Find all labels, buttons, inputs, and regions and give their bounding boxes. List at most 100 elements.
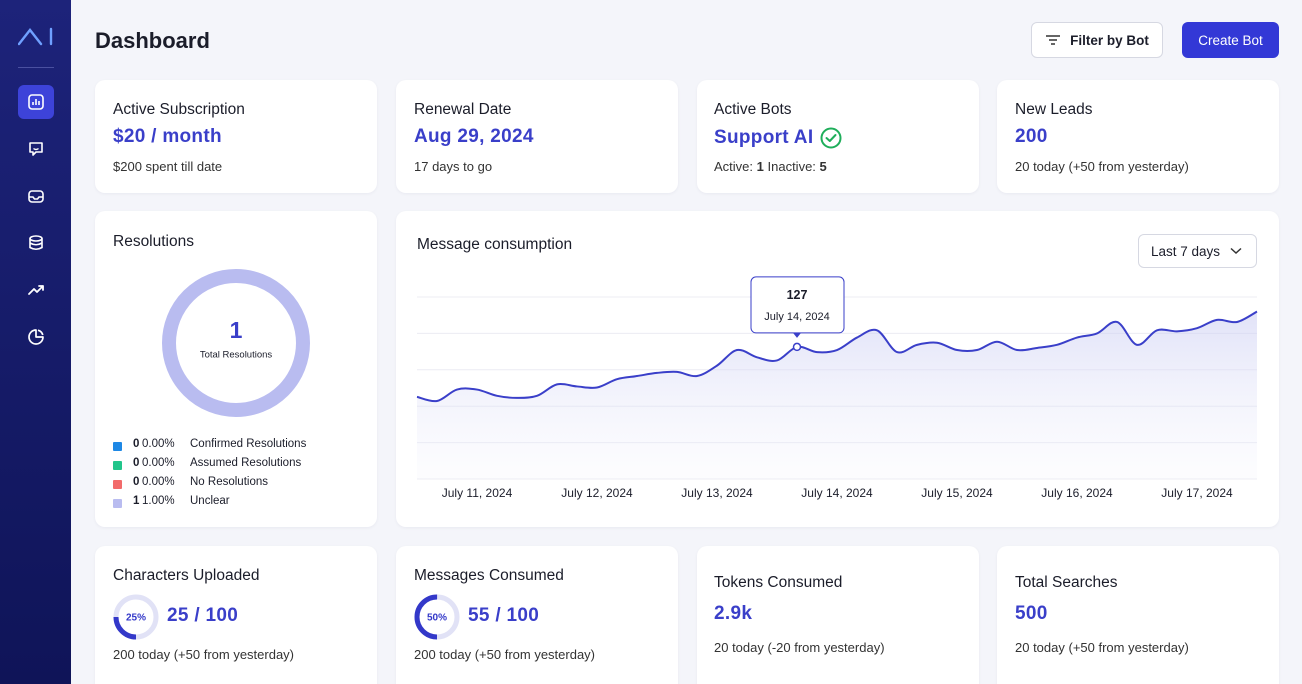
x-tick-label: July 13, 2024	[681, 486, 753, 500]
total-label: Total Resolutions	[200, 350, 273, 361]
legend-label: No Resolutions	[190, 476, 268, 488]
create-button[interactable]: Create Bot	[1182, 22, 1279, 58]
filter-button[interactable]: Filter by Bot	[1031, 22, 1163, 58]
card-characters: Characters Uploaded 25% 25 / 100 200 tod…	[95, 546, 377, 684]
legend-count: 0	[133, 457, 140, 469]
x-tick-label: July 17, 2024	[1161, 486, 1233, 500]
card-note: 17 days to go	[414, 159, 493, 174]
resolutions-ring: 1 Total Resolutions	[162, 269, 310, 417]
card-value: Support AI	[714, 127, 814, 148]
card-bots: Active Bots Support AI Active: 1 Inactiv…	[697, 80, 979, 193]
card-note: 200 today (+50 from yesterday)	[113, 647, 295, 662]
card-chart: Message consumption Last 7 days July 11,…	[396, 211, 1279, 527]
card-searches: Total Searches 500 20 today (+50 from ye…	[997, 546, 1279, 684]
card-label: Tokens Consumed	[714, 574, 843, 591]
card-note: $200 spent till date	[113, 159, 223, 174]
legend-count: 0	[133, 476, 140, 488]
inactive-count: 5	[819, 159, 827, 174]
card-label: Characters Uploaded	[113, 567, 260, 584]
card-label: Active Subscription	[113, 101, 245, 118]
tooltip-marker	[792, 342, 802, 352]
progress-ring: 25%	[113, 594, 159, 640]
card-value: $20 / month	[113, 126, 222, 147]
line-chart: July 11, 2024 July 12, 2024 July 13, 2024 J…	[416, 276, 1258, 500]
filter-button-label: Filter by Bot	[1070, 32, 1149, 48]
nav-inbox[interactable]	[18, 179, 54, 213]
legend-swatch	[113, 499, 122, 508]
ring-progress	[414, 594, 460, 640]
chart-title: Message consumption	[417, 236, 573, 253]
legend-percent: 1.00%	[142, 495, 175, 507]
bot-name-row: Support AI	[714, 126, 843, 150]
create-button-label: Create Bot	[1198, 32, 1263, 48]
active-count: 1	[756, 159, 764, 174]
legend-count: 0	[133, 438, 140, 450]
range-label: Last 7 days	[1151, 243, 1221, 259]
card-value: Aug 29, 2024	[414, 126, 534, 147]
nav-chat[interactable]	[18, 132, 54, 166]
area	[417, 311, 1257, 479]
logo	[18, 27, 53, 46]
legend-percent: 0.00%	[142, 476, 175, 488]
page-title: Dashboard	[95, 28, 210, 53]
active-label: Active:	[714, 159, 754, 174]
nav-dashboard[interactable]	[18, 85, 54, 119]
card-value: 55 / 100	[468, 605, 540, 626]
legend-label: Assumed Resolutions	[190, 457, 302, 469]
card-value: 2.9k	[714, 603, 753, 624]
legend-percent: 0.00%	[142, 438, 175, 450]
card-value: 500	[1015, 603, 1048, 624]
bot-status: Active: 1 Inactive: 5	[714, 159, 827, 174]
card-renewal: Renewal Date Aug 29, 2024 17 days to go	[396, 80, 678, 193]
card-note: 200 today (+50 from yesterday)	[414, 647, 596, 662]
card-subscription: Active Subscription $20 / month $200 spe…	[95, 80, 377, 193]
card-note: 20 today (+50 from yesterday)	[1015, 159, 1189, 174]
legend-swatch	[113, 442, 122, 451]
legend-count: 1	[133, 495, 140, 507]
total-value: 1	[230, 317, 243, 343]
card-label: Active Bots	[714, 101, 792, 118]
progress-ring: 50%	[414, 594, 460, 640]
x-tick-label: July 12, 2024	[561, 486, 633, 500]
card-note: 20 today (-20 from yesterday)	[714, 640, 885, 655]
card-leads: New Leads 200 20 today (+50 from yesterd…	[997, 80, 1279, 193]
legend-percent: 0.00%	[142, 457, 175, 469]
legend-swatch	[113, 480, 122, 489]
card-note: 20 today (+50 from yesterday)	[1015, 640, 1189, 655]
x-tick-label: July 15, 2024	[921, 486, 993, 500]
card-value: 200	[1015, 126, 1048, 147]
divider	[18, 67, 54, 68]
tooltip-value: 127	[787, 288, 808, 302]
x-tick-label: July 14, 2024	[801, 486, 873, 500]
x-tick-label: July 11, 2024	[442, 486, 513, 500]
ring-progress	[113, 594, 159, 640]
tooltip-box	[750, 276, 845, 334]
legend-label: Confirmed Resolutions	[190, 438, 307, 450]
range-dropdown[interactable]: Last 7 days	[1138, 234, 1257, 268]
card-label: Messages Consumed	[414, 567, 564, 584]
legend-label: Unclear	[190, 495, 230, 507]
nav-database[interactable]	[18, 226, 54, 260]
card-label: New Leads	[1015, 101, 1093, 118]
resolutions-title: Resolutions	[113, 233, 194, 250]
x-tick-label: July 16, 2024	[1041, 486, 1113, 500]
tooltip-pointer	[793, 332, 801, 338]
sidebar	[0, 0, 71, 684]
card-label: Renewal Date	[414, 101, 512, 118]
ring-label: 50%	[427, 613, 447, 624]
ring-label: 25%	[126, 613, 146, 624]
line	[416, 310, 1258, 403]
legend-swatch	[113, 461, 122, 470]
card-resolutions: Resolutions 1 Total Resolutions 0 0.00% Co…	[95, 211, 377, 527]
nav-reports[interactable]	[18, 320, 54, 354]
active-check-icon	[820, 127, 842, 149]
ring	[162, 269, 310, 417]
card-messages: Messages Consumed 50% 55 / 100 200 today…	[396, 546, 678, 684]
chevron	[1230, 247, 1242, 255]
nav-analytics[interactable]	[18, 273, 54, 307]
card-label: Total Searches	[1015, 574, 1118, 591]
tooltip-date: July 14, 2024	[764, 311, 829, 323]
card-value: 25 / 100	[167, 605, 239, 626]
card-tokens: Tokens Consumed 2.9k 20 today (-20 from …	[697, 546, 979, 684]
